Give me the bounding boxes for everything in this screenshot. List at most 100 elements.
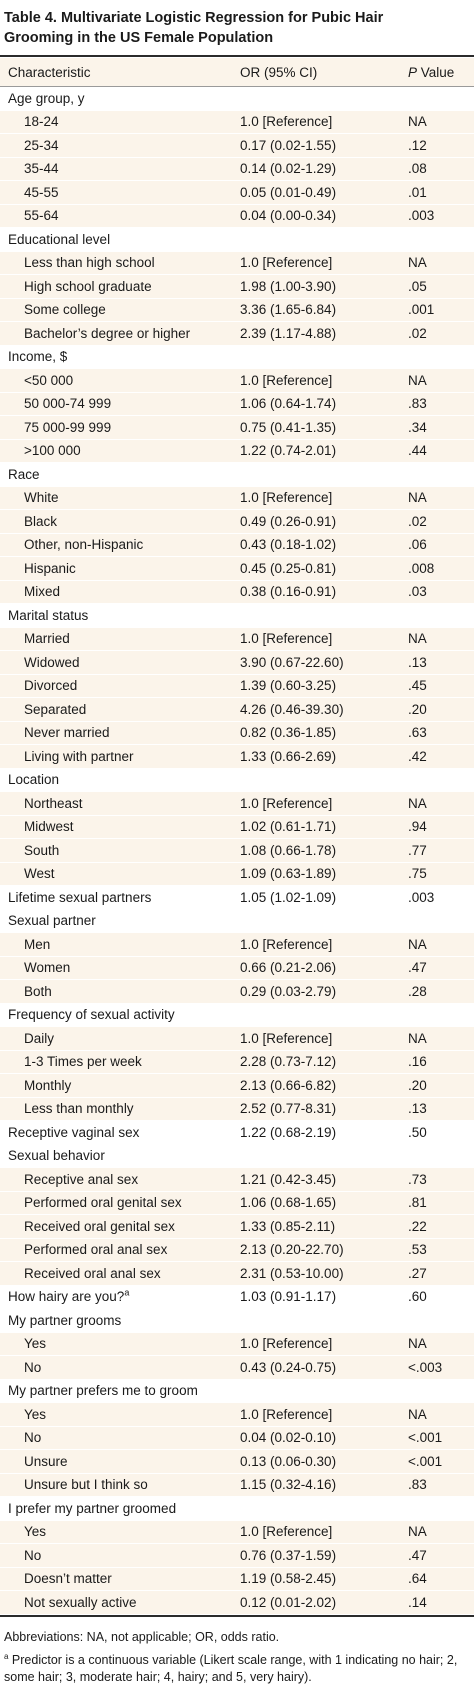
footnote-a: a Predictor is a continuous variable (Li…	[4, 1652, 464, 1686]
or-ci-cell: 2.13 (0.20-22.70)	[240, 1242, 344, 1258]
characteristic-cell: Both	[0, 984, 240, 999]
characteristic-label: Marital status	[8, 607, 89, 623]
or-ci-cell: 0.43 (0.18-1.02)	[240, 537, 337, 553]
characteristic-label: Receptive vaginal sex	[8, 1124, 140, 1140]
table-row: Performed oral anal sex 2.13 (0.20-22.70)…	[0, 1238, 474, 1262]
table-row: 1-3 Times per week 2.28 (0.73-7.12) .16	[0, 1050, 474, 1074]
table-row: Yes 1.0 [Reference] NA	[0, 1332, 474, 1356]
table-row: Midwest 1.02 (0.61-1.71) .94	[0, 815, 474, 839]
characteristic-cell: Mixed	[0, 584, 240, 599]
p-value-cell: .53	[408, 1242, 427, 1258]
table-row: >100 000 1.22 (0.74-2.01) .44	[0, 439, 474, 463]
or-ci-cell: 0.12 (0.01-2.02)	[240, 1594, 337, 1610]
characteristic-label: Widowed	[24, 654, 80, 670]
characteristic-label: Income, $	[8, 349, 68, 365]
or-ci-cell: 2.28 (0.73-7.12)	[240, 1054, 337, 1070]
characteristic-label: My partner prefers me to groom	[8, 1383, 198, 1399]
characteristic-cell: Women	[0, 960, 240, 975]
characteristic-label: <50 000	[24, 372, 74, 388]
table-row: Received oral anal sex 2.31 (0.53-10.00).…	[0, 1262, 474, 1286]
table-row: Black 0.49 (0.26-0.91) .02	[0, 510, 474, 534]
characteristic-label: 75 000-99 999	[24, 419, 112, 435]
table-row: Men 1.0 [Reference] NA	[0, 933, 474, 957]
characteristic-label: Northeast	[24, 795, 83, 811]
p-value-cell: NA	[408, 1524, 427, 1540]
characteristic-cell: >100 000	[0, 443, 240, 458]
table-body: Age group, y 18-24 1.0 [Reference] NA 25-34 0…	[0, 87, 474, 1615]
characteristic-label: White	[24, 490, 59, 506]
table-row: Doesn’t matter 1.19 (0.58-2.45) .64	[0, 1567, 474, 1591]
or-ci-cell: 3.90 (0.67-22.60)	[240, 654, 344, 670]
p-value-cell: .01	[408, 184, 427, 200]
characteristic-label: Doesn’t matter	[24, 1571, 112, 1587]
p-value-cell: .73	[408, 1171, 427, 1187]
characteristic-cell: Men	[0, 937, 240, 952]
p-value-cell: NA	[408, 936, 427, 952]
or-ci-cell: 1.06 (0.64-1.74)	[240, 396, 337, 412]
characteristic-cell: Income, $	[0, 349, 240, 364]
characteristic-label: 18-24	[24, 114, 59, 130]
characteristic-label: High school graduate	[24, 278, 152, 294]
characteristic-label: Black	[24, 513, 58, 529]
characteristic-label: Less than monthly	[24, 1101, 134, 1117]
table-row: White 1.0 [Reference] NA	[0, 486, 474, 510]
table-group-row: Sexual partner	[0, 909, 474, 933]
p-value-cell: NA	[408, 1030, 427, 1046]
characteristic-cell: Frequency of sexual activity	[0, 1007, 240, 1022]
or-ci-cell: 0.13 (0.06-0.30)	[240, 1453, 337, 1469]
characteristic-cell: Race	[0, 467, 240, 482]
footnote-a-marker: a	[4, 1651, 9, 1661]
header-p-value: P Value	[404, 65, 474, 80]
p-value-cell: NA	[408, 1336, 427, 1352]
characteristic-label: Bachelor’s degree or higher	[24, 325, 191, 341]
characteristic-label: Received oral genital sex	[24, 1218, 175, 1234]
header-p-italic: P	[408, 64, 418, 80]
table-group-row: I prefer my partner groomed	[0, 1497, 474, 1521]
characteristic-cell: Widowed	[0, 655, 240, 670]
table-row: Less than monthly 2.52 (0.77-8.31) .13	[0, 1097, 474, 1121]
characteristic-label: Monthly	[24, 1077, 72, 1093]
table-group-row: Location	[0, 768, 474, 792]
characteristic-cell: 18-24	[0, 114, 240, 129]
table-row: Women 0.66 (0.21-2.06) .47	[0, 956, 474, 980]
or-ci-cell: 1.0 [Reference]	[240, 936, 333, 952]
p-value-cell: NA	[408, 255, 427, 271]
or-ci-cell: 0.17 (0.02-1.55)	[240, 137, 337, 153]
characteristic-label: Received oral anal sex	[24, 1265, 161, 1281]
table-row: Yes 1.0 [Reference] NA	[0, 1403, 474, 1427]
characteristic-label: No	[24, 1547, 42, 1563]
characteristic-cell: Doesn’t matter	[0, 1571, 240, 1586]
p-value-cell: .08	[408, 161, 427, 177]
characteristic-cell: Divorced	[0, 678, 240, 693]
table-row: Other, non-Hispanic 0.43 (0.18-1.02) .06	[0, 533, 474, 557]
table-row: Yes 1.0 [Reference] NA	[0, 1520, 474, 1544]
table-group-row: Sexual behavior	[0, 1144, 474, 1168]
table-row: Separated 4.26 (0.46-39.30) .20	[0, 698, 474, 722]
p-value-cell: .05	[408, 278, 427, 294]
characteristic-cell: 75 000-99 999	[0, 420, 240, 435]
characteristic-label: Both	[24, 983, 52, 999]
table-group-row: My partner prefers me to groom	[0, 1379, 474, 1403]
characteristic-cell: White	[0, 490, 240, 505]
characteristic-label: Location	[8, 772, 60, 788]
characteristic-label: Educational level	[8, 231, 111, 247]
p-value-cell: .03	[408, 584, 427, 600]
table-group-row: Receptive vaginal sex 1.22 (0.68-2.19) .50	[0, 1121, 474, 1145]
header-p-rest: Value	[417, 64, 455, 80]
table-row: 50 000-74 999 1.06 (0.64-1.74) .83	[0, 392, 474, 416]
characteristic-label: Yes	[24, 1524, 47, 1540]
characteristic-label: Men	[24, 936, 51, 952]
characteristic-cell: Performed oral anal sex	[0, 1242, 240, 1257]
or-ci-cell: 1.21 (0.42-3.45)	[240, 1171, 337, 1187]
characteristic-label: Less than high school	[24, 255, 155, 271]
or-ci-cell: 0.66 (0.21-2.06)	[240, 960, 337, 976]
or-ci-cell: 1.0 [Reference]	[240, 1524, 333, 1540]
or-ci-cell: 2.13 (0.66-6.82)	[240, 1077, 337, 1093]
characteristic-label: No	[24, 1430, 42, 1446]
characteristic-cell: Married	[0, 631, 240, 646]
or-ci-cell: 1.05 (1.02-1.09)	[240, 889, 337, 905]
characteristic-label: Race	[8, 466, 40, 482]
table-row: South 1.08 (0.66-1.78) .77	[0, 839, 474, 863]
p-value-cell: .13	[408, 1101, 427, 1117]
